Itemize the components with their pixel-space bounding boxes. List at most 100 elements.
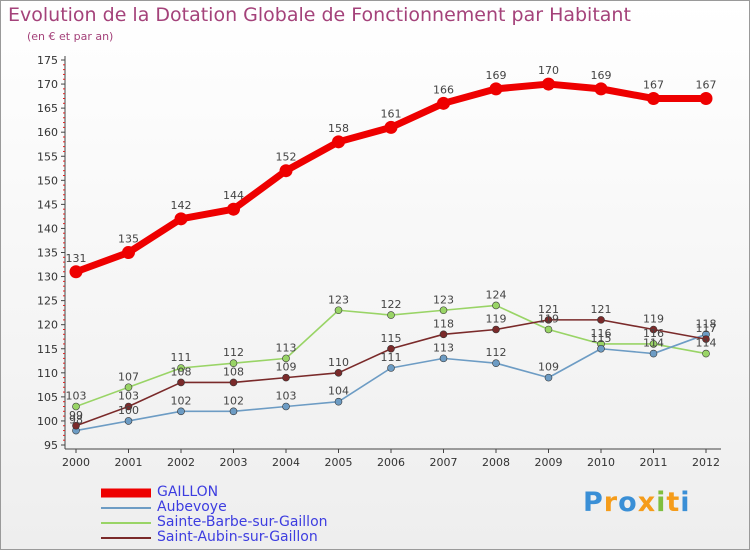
data-point bbox=[124, 417, 133, 425]
x-tick-label: 2004 bbox=[272, 456, 300, 469]
chart-subtitle: (en € et par an) bbox=[27, 30, 114, 43]
data-point bbox=[332, 135, 345, 149]
data-point bbox=[647, 92, 660, 105]
legend-swatch bbox=[101, 488, 151, 497]
legend-label: GAILLON bbox=[157, 484, 219, 500]
data-label: 166 bbox=[433, 83, 454, 96]
y-tick-label: 150 bbox=[37, 174, 58, 187]
data-point bbox=[334, 306, 343, 315]
data-label: 98 bbox=[69, 414, 83, 427]
data-point bbox=[544, 325, 553, 334]
data-point bbox=[702, 349, 710, 358]
data-label: 122 bbox=[381, 298, 402, 311]
data-point bbox=[492, 301, 500, 310]
data-label: 118 bbox=[433, 317, 454, 330]
data-label: 119 bbox=[538, 313, 559, 326]
y-tick-label: 105 bbox=[37, 391, 58, 404]
data-point bbox=[387, 311, 395, 319]
data-point bbox=[597, 344, 605, 353]
y-tick-label: 125 bbox=[37, 295, 58, 308]
data-label: 152 bbox=[276, 151, 297, 164]
data-point bbox=[72, 402, 80, 411]
x-tick-label: 2001 bbox=[115, 456, 143, 469]
y-tick-label: 165 bbox=[37, 102, 58, 115]
data-label: 107 bbox=[118, 370, 139, 383]
data-point bbox=[492, 325, 500, 334]
data-label: 111 bbox=[171, 351, 192, 364]
data-point bbox=[597, 316, 605, 324]
data-label: 99 bbox=[69, 409, 83, 422]
legend-label: Sainte-Barbe-sur-Gaillon bbox=[157, 514, 328, 530]
data-label: 167 bbox=[696, 79, 717, 92]
data-point bbox=[282, 354, 290, 363]
data-label: 121 bbox=[591, 303, 612, 316]
y-tick-label: 110 bbox=[37, 367, 58, 380]
legend-swatch bbox=[101, 521, 151, 524]
data-label: 108 bbox=[171, 365, 192, 378]
data-label: 114 bbox=[643, 337, 664, 350]
y-tick-label: 100 bbox=[37, 415, 58, 428]
data-point bbox=[489, 82, 503, 96]
data-label: 109 bbox=[276, 361, 297, 374]
data-label: 142 bbox=[171, 199, 192, 212]
legend-label: Aubevoye bbox=[157, 499, 227, 515]
data-label: 102 bbox=[223, 394, 244, 407]
y-tick-label: 120 bbox=[37, 319, 58, 332]
data-point bbox=[439, 354, 448, 363]
y-tick-label: 130 bbox=[37, 271, 58, 284]
data-point bbox=[72, 421, 80, 430]
data-point bbox=[177, 364, 185, 372]
data-point bbox=[544, 373, 553, 382]
x-tick-label: 2008 bbox=[482, 456, 510, 469]
data-point bbox=[334, 397, 343, 406]
x-tick-label: 2005 bbox=[325, 456, 353, 469]
x-tick-label: 2007 bbox=[430, 456, 458, 469]
data-point bbox=[282, 402, 290, 411]
data-label: 111 bbox=[381, 351, 402, 364]
data-point bbox=[439, 306, 448, 315]
data-label: 169 bbox=[591, 69, 612, 82]
y-tick-label: 140 bbox=[37, 222, 58, 235]
data-label: 124 bbox=[486, 288, 507, 301]
data-point bbox=[229, 359, 238, 367]
data-label: 103 bbox=[276, 390, 297, 403]
data-label: 121 bbox=[538, 303, 559, 316]
data-point bbox=[69, 265, 83, 279]
data-label: 113 bbox=[276, 341, 297, 354]
data-label: 100 bbox=[118, 404, 139, 417]
data-label: 112 bbox=[486, 346, 507, 359]
x-tick-label: 2012 bbox=[692, 456, 720, 469]
data-point bbox=[174, 212, 188, 226]
data-point bbox=[492, 359, 500, 367]
data-label: 114 bbox=[696, 337, 717, 350]
legend-swatch bbox=[101, 506, 151, 509]
data-label: 104 bbox=[328, 385, 349, 398]
data-label: 116 bbox=[643, 327, 664, 340]
data-label: 144 bbox=[223, 189, 244, 202]
data-label: 135 bbox=[118, 233, 139, 246]
data-point bbox=[124, 383, 133, 392]
data-point bbox=[282, 373, 290, 382]
data-label: 169 bbox=[486, 69, 507, 82]
data-point bbox=[177, 378, 185, 387]
data-label: 158 bbox=[328, 122, 349, 135]
y-tick-label: 145 bbox=[37, 198, 58, 211]
x-tick-label: 2003 bbox=[220, 456, 248, 469]
data-point bbox=[594, 82, 608, 96]
x-tick-label: 2002 bbox=[167, 456, 195, 469]
data-label: 115 bbox=[591, 332, 612, 345]
data-point bbox=[544, 316, 553, 324]
data-point bbox=[279, 164, 293, 178]
data-label: 113 bbox=[433, 341, 454, 354]
data-label: 103 bbox=[118, 390, 139, 403]
data-point bbox=[542, 77, 555, 91]
y-tick-label: 170 bbox=[37, 78, 58, 91]
data-point bbox=[437, 96, 450, 110]
data-label: 118 bbox=[696, 317, 717, 330]
chart-title: Evolution de la Dotation Globale de Fonc… bbox=[8, 4, 631, 26]
data-point bbox=[387, 364, 395, 372]
data-label: 108 bbox=[223, 365, 244, 378]
data-point bbox=[387, 344, 395, 353]
data-point bbox=[649, 349, 658, 358]
